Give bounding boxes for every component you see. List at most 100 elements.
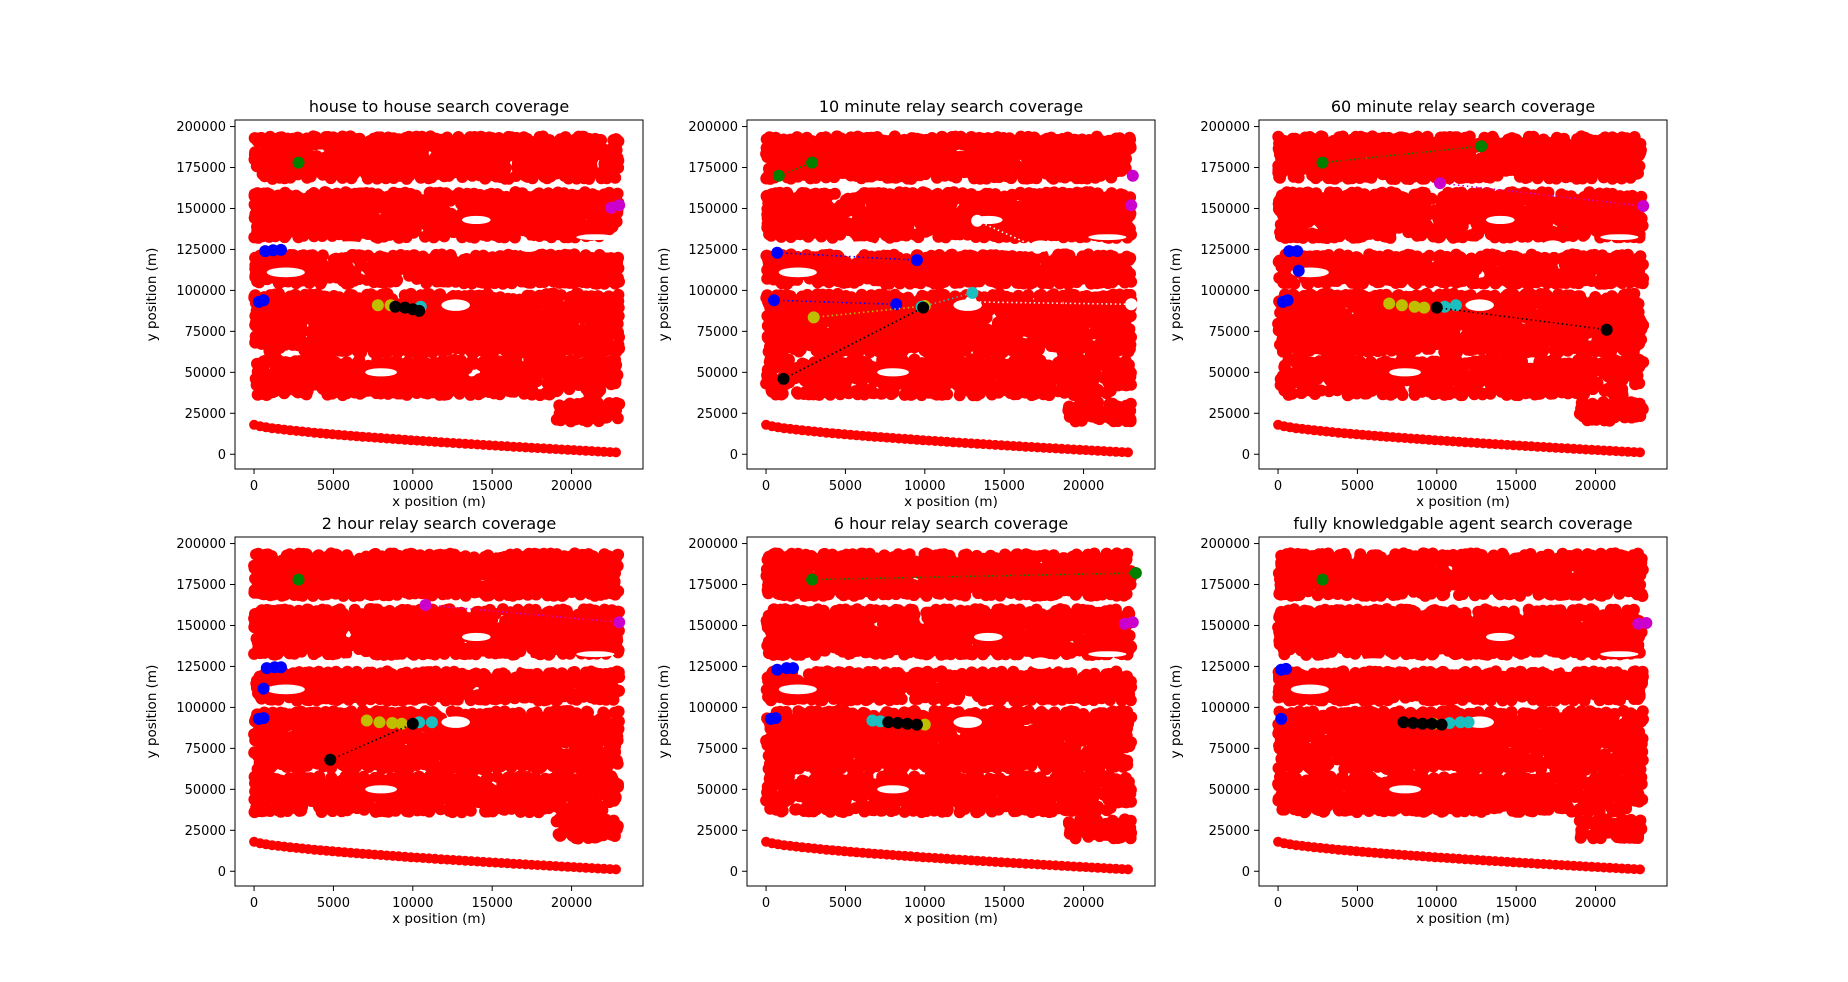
- x-tick-label: 0: [1274, 896, 1282, 911]
- y-tick-label: 75000: [185, 742, 226, 757]
- data-point: [613, 199, 626, 212]
- y-tick-label: 200000: [688, 120, 738, 135]
- data-point: [360, 714, 373, 727]
- y-axis-label: y position (m): [144, 248, 160, 342]
- data-point: [406, 717, 419, 730]
- data-point: [1126, 616, 1139, 629]
- series-cyan: [866, 714, 887, 728]
- data-point: [1430, 301, 1443, 314]
- y-tick-label: 25000: [185, 824, 226, 839]
- y-tick-label: 0: [730, 448, 738, 463]
- coverage-gaps: [778, 632, 1127, 794]
- series-path: [425, 604, 620, 623]
- data-point: [1434, 177, 1446, 190]
- series-path: [976, 220, 1038, 249]
- x-tick-label: 10000: [1416, 896, 1457, 911]
- x-axis-label: x position (m): [904, 911, 998, 927]
- subplot-1: 0 5000 10000 15000 2000002500050000750001000…: [144, 97, 644, 510]
- subplot-title: 2 hour relay search coverage: [322, 514, 556, 533]
- data-point: [807, 311, 820, 324]
- data-point: [1129, 567, 1142, 579]
- x-tick-label: 20000: [1063, 479, 1104, 494]
- series-white: [964, 295, 1138, 311]
- subplot-title: 10 minute relay search coverage: [819, 97, 1083, 116]
- data-point: [1397, 716, 1410, 729]
- y-tick-label: 200000: [176, 120, 226, 135]
- data-point: [371, 299, 384, 312]
- series-black: [389, 300, 426, 317]
- y-tick-label: 125000: [688, 243, 738, 258]
- y-tick-label: 175000: [688, 161, 738, 176]
- series-green: [772, 156, 819, 182]
- data-point: [966, 286, 979, 299]
- data-point: [1418, 301, 1431, 314]
- series-blue: [1275, 662, 1292, 725]
- plot-content: [248, 130, 626, 458]
- x-tick-label: 10000: [904, 479, 945, 494]
- data-point: [425, 716, 438, 729]
- y-tick-label: 200000: [1200, 537, 1250, 552]
- x-tick-label: 5000: [829, 479, 862, 494]
- y-tick-label: 175000: [176, 578, 226, 593]
- subplot-title: 60 minute relay search coverage: [1331, 97, 1595, 116]
- series-blue: [771, 246, 923, 267]
- series-magenta: [605, 199, 626, 214]
- data-point: [806, 573, 819, 586]
- y-tick-label: 100000: [688, 701, 738, 716]
- series-blue: [768, 294, 903, 311]
- data-point: [257, 682, 270, 695]
- series-blue: [252, 661, 287, 725]
- axes-frame: [234, 536, 644, 887]
- y-tick-label: 0: [218, 448, 226, 463]
- axes-frame: [746, 536, 1156, 887]
- series-magenta: [1118, 616, 1139, 630]
- series-path: [329, 723, 414, 761]
- x-tick-label: 15000: [984, 479, 1025, 494]
- x-axis-label: x position (m): [904, 494, 998, 510]
- x-tick-label: 15000: [1496, 896, 1537, 911]
- data-point: [1426, 717, 1438, 730]
- y-tick-label: 75000: [697, 742, 738, 757]
- y-tick-label: 75000: [1209, 742, 1250, 757]
- y-tick-label: 100000: [176, 701, 226, 716]
- series-green: [1316, 573, 1329, 586]
- coverage-markers: [1272, 130, 1650, 458]
- y-tick-label: 150000: [176, 202, 226, 217]
- x-axis-label: x position (m): [392, 494, 486, 510]
- series-path: [783, 306, 924, 380]
- data-point: [373, 716, 386, 729]
- data-point: [917, 301, 930, 314]
- data-point: [772, 169, 785, 182]
- series-blue: [1276, 245, 1305, 308]
- data-point: [971, 214, 984, 227]
- series-black: [324, 717, 419, 766]
- series-yellow: [1383, 297, 1431, 314]
- series-path: [1436, 306, 1607, 331]
- data-point: [768, 294, 780, 307]
- series-magenta: [1632, 617, 1653, 630]
- y-tick-label: 175000: [688, 578, 738, 593]
- axes-frame: [746, 119, 1156, 470]
- data-point: [787, 662, 799, 675]
- y-tick-label: 25000: [1209, 824, 1250, 839]
- data-point: [890, 298, 903, 311]
- data-point: [806, 156, 819, 169]
- x-tick-label: 0: [762, 479, 770, 494]
- y-tick-label: 175000: [1200, 161, 1250, 176]
- series-white: [971, 214, 1044, 254]
- y-tick-label: 200000: [1200, 120, 1250, 135]
- x-axis-label: x position (m): [1416, 494, 1510, 510]
- x-tick-label: 15000: [472, 479, 513, 494]
- y-tick-label: 175000: [176, 161, 226, 176]
- y-tick-label: 125000: [1200, 660, 1250, 675]
- series-black: [1397, 716, 1448, 731]
- data-point: [1640, 617, 1653, 629]
- series-cyan: [1443, 716, 1475, 729]
- y-tick-label: 125000: [688, 660, 738, 675]
- data-point: [275, 661, 287, 674]
- axes-frame: [234, 119, 644, 470]
- subplot-title: house to house search coverage: [309, 97, 569, 116]
- series-black: [1430, 301, 1613, 336]
- coverage-markers: [760, 547, 1138, 875]
